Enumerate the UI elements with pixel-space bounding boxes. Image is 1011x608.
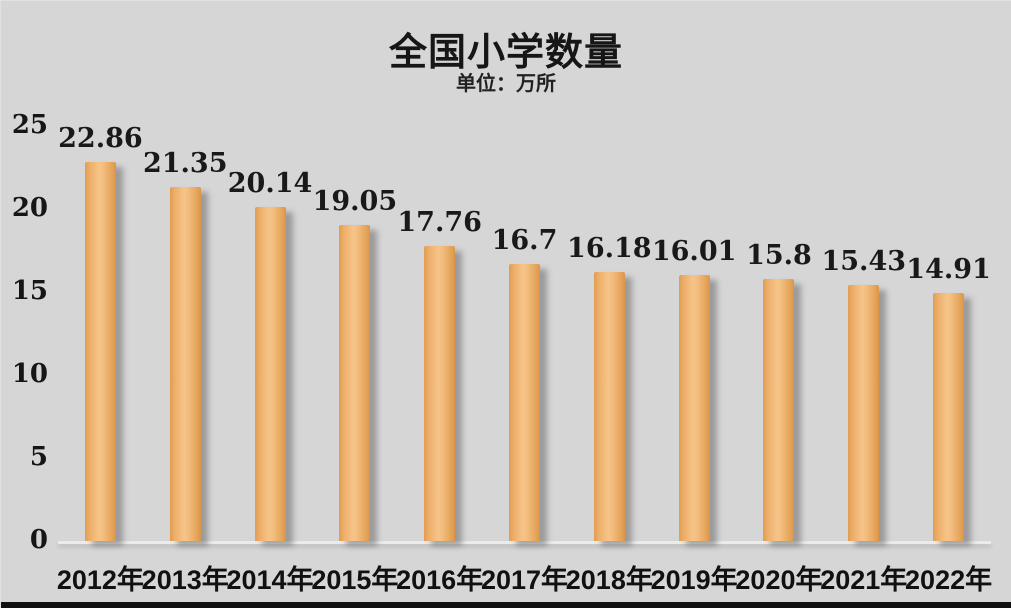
bar-2019年 — [678, 275, 710, 541]
bar-2013年 — [169, 187, 201, 541]
x-axis-tick-label: 2015年 — [311, 565, 399, 595]
chart-title: 全国小学数量 — [388, 32, 623, 74]
x-axis-baseline — [58, 541, 991, 544]
x-axis-tick-label: 2020年 — [735, 565, 823, 595]
bar-value-label: 15.43 — [821, 246, 907, 277]
x-axis-tick-label: 2021年 — [820, 565, 908, 595]
bar-value-label: 16.01 — [651, 236, 737, 267]
x-axis-tick-label: 2012年 — [56, 565, 144, 595]
bar-value-label: 22.86 — [58, 123, 143, 154]
bar-2015年 — [339, 225, 371, 541]
bar-value-label: 19.05 — [312, 186, 398, 217]
y-axis-tick-label: 5 — [29, 442, 48, 472]
chart-subtitle: 单位：万所 — [456, 73, 556, 95]
y-axis-tick-label: 20 — [11, 193, 48, 223]
bar-2014年 — [254, 207, 286, 541]
x-axis-tick-label: 2022年 — [905, 565, 993, 595]
bar-2012年 — [84, 162, 116, 541]
bar-2022年 — [933, 293, 965, 541]
x-axis-tick-label: 2018年 — [565, 565, 653, 595]
bar-value-label: 17.76 — [397, 207, 482, 238]
bar-2016年 — [424, 246, 456, 541]
bar-value-label: 21.35 — [142, 148, 228, 179]
x-axis-tick-label: 2014年 — [226, 565, 314, 595]
y-axis-tick-label: 10 — [11, 359, 48, 389]
x-axis-tick-label: 2016年 — [396, 565, 484, 595]
y-axis-tick-label: 0 — [29, 525, 48, 555]
bar-value-label: 16.18 — [567, 233, 652, 264]
plot-area: 22.86 21.35 20.14 19.05 17.76 16.7 16.18 16.01 1… — [58, 123, 991, 541]
y-axis-tick-label: 15 — [11, 276, 48, 306]
bar-2020年 — [763, 279, 795, 541]
bar-2018年 — [593, 272, 625, 541]
x-axis-tick-label: 2019年 — [650, 565, 738, 595]
bar-value-label: 15.8 — [746, 240, 812, 271]
bar-2021年 — [848, 285, 880, 541]
bar-2017年 — [509, 264, 540, 541]
bar-value-label: 20.14 — [227, 168, 313, 199]
y-axis-tick-label: 25 — [11, 110, 48, 140]
bar-value-label: 16.7 — [491, 225, 558, 256]
x-axis-tick-label: 2017年 — [480, 565, 569, 595]
bar-value-label: 14.91 — [906, 254, 991, 285]
bottom-accent-bar — [1, 602, 1011, 608]
x-axis-tick-label: 2013年 — [141, 565, 229, 595]
